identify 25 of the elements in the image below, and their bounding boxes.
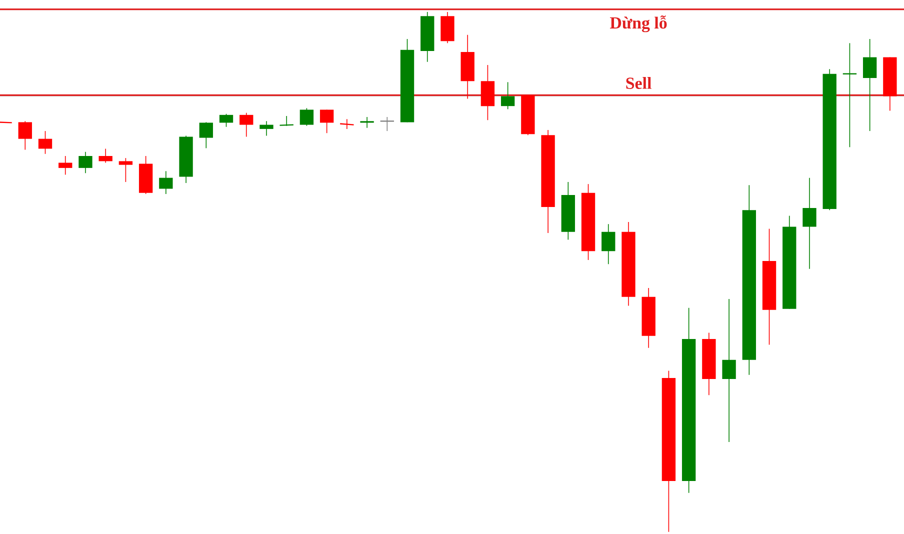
candlestick — [360, 116, 374, 128]
candlestick — [802, 177, 816, 270]
candlestick — [260, 120, 274, 136]
candlestick — [862, 38, 877, 132]
candlestick — [58, 156, 72, 176]
candlestick — [279, 116, 294, 126]
candlestick — [219, 113, 234, 128]
candlestick — [380, 116, 395, 132]
ref-line-label: Dừng lỗ — [610, 16, 667, 32]
candlestick — [300, 108, 314, 126]
ref-line-label: Sell — [626, 77, 652, 89]
candlestick — [339, 118, 354, 130]
candlestick — [118, 158, 133, 182]
candlestick — [320, 109, 334, 134]
candlestick — [602, 224, 616, 265]
candlestick — [98, 148, 112, 164]
candlestick — [18, 120, 32, 150]
candlestick — [500, 82, 515, 110]
candlestick — [240, 112, 254, 138]
candlestick — [159, 170, 173, 194]
candlestick — [38, 130, 52, 154]
candlestick — [842, 42, 858, 148]
candlestick — [722, 298, 736, 442]
candlestick — [199, 122, 213, 149]
candlestick — [78, 151, 92, 174]
